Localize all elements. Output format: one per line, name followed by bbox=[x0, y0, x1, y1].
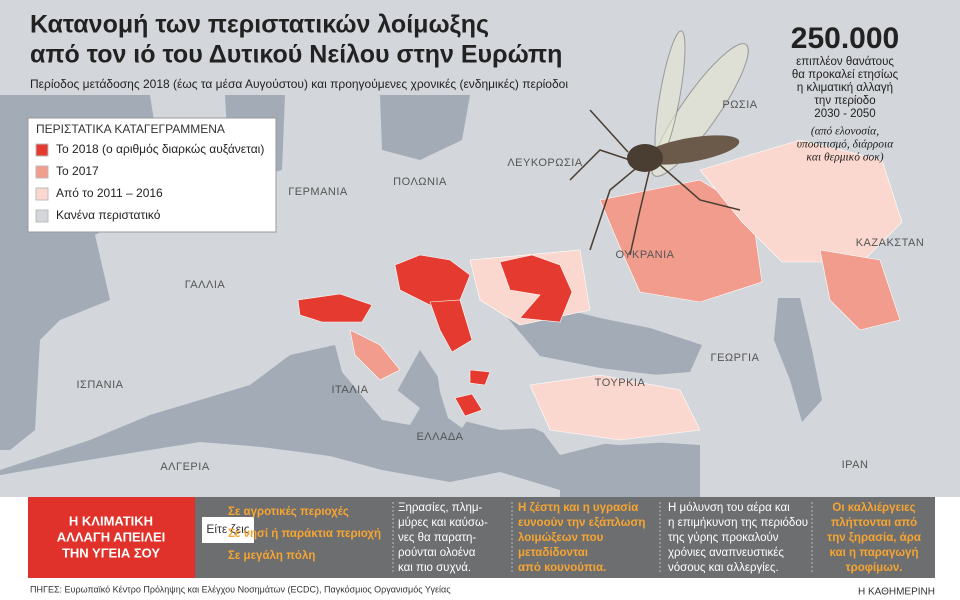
callout-number: 250.000 bbox=[791, 22, 899, 55]
panel-line: ρούνται ολοένα bbox=[398, 547, 476, 559]
legend-swatch bbox=[35, 143, 49, 157]
title-block: Κατανομή των περιστατικών λοίμωξης από τ… bbox=[30, 11, 568, 92]
callout-line: επιπλέον θανάτους bbox=[796, 56, 894, 68]
legend-label: Από το 2011 – 2016 bbox=[56, 186, 163, 200]
callout-note: υποσιτισμό, διάρροια bbox=[797, 139, 894, 151]
banner-headline: ΤΗΝ ΥΓΕΙΑ ΣΟΥ bbox=[62, 545, 160, 560]
country-label: ΓΕΩΡΓΙΑ bbox=[711, 352, 760, 364]
option: Σε αγροτικές περιοχές bbox=[228, 506, 349, 518]
sources: ΠΗΓΕΣ: Ευρωπαϊκό Κέντρο Πρόληψης και Ελέ… bbox=[30, 584, 451, 594]
region bbox=[469, 369, 491, 386]
black-sea bbox=[505, 308, 702, 376]
panel-line: την ξηρασία, άρα bbox=[827, 532, 921, 544]
country-label: ΙΡΑΝ bbox=[842, 459, 869, 471]
region bbox=[529, 374, 701, 441]
panel-line: η επιμήκυνση της περιόδου bbox=[668, 517, 808, 529]
callout-line: η κλιματική αλλαγή bbox=[797, 82, 893, 94]
banner-headline: Η ΚΛΙΜΑΤΙΚΗ bbox=[69, 513, 153, 528]
panel-line: χρόνιες αναπνευστικές bbox=[668, 547, 784, 559]
country-label: ΕΛΛΑΔΑ bbox=[416, 431, 463, 443]
title: από τον ιό του Δυτικού Νείλου στην Ευρώπ… bbox=[30, 41, 562, 69]
panel-line: και η παραγωγή bbox=[830, 547, 919, 559]
mosquito bbox=[569, 30, 749, 256]
italy bbox=[335, 338, 420, 425]
banner-headline: ΑΛΛΑΓΗ ΑΠΕΙΛΕΙ bbox=[57, 529, 165, 544]
panel-line: μύρες και καύσω- bbox=[398, 517, 488, 529]
dividers bbox=[392, 502, 813, 574]
panel-line: νες θα παρατη- bbox=[398, 532, 476, 544]
region bbox=[394, 254, 471, 306]
africa bbox=[0, 442, 560, 497]
option: Σε μεγάλη πόλη bbox=[228, 550, 315, 562]
region bbox=[429, 299, 473, 353]
option: Σε νησί ή παράκτια περιοχή bbox=[228, 528, 381, 540]
callout-line: την περίοδο bbox=[814, 95, 875, 107]
country-label: ΤΟΥΡΚΙΑ bbox=[595, 377, 646, 389]
banner-headline-box bbox=[28, 497, 195, 578]
country-label: ΙΤΑΛΙΑ bbox=[331, 384, 368, 396]
country-label: ΓΑΛΛΙΑ bbox=[185, 279, 226, 291]
baltic bbox=[380, 95, 470, 160]
callout-line: 2030 - 2050 bbox=[814, 108, 875, 120]
region bbox=[454, 393, 483, 417]
thorax bbox=[627, 144, 663, 172]
callout-line: θα προκαλεί ετησίως bbox=[792, 69, 899, 81]
callout-note: και θερμικό σοκ) bbox=[806, 152, 883, 164]
region bbox=[499, 254, 573, 323]
panel-line: της γύρης προκαλούν bbox=[668, 532, 779, 544]
legend-swatch bbox=[35, 187, 49, 201]
title: Κατανομή των περιστατικών λοίμωξης bbox=[30, 11, 489, 39]
panel-line: Ξηρασίες, πλημ- bbox=[398, 502, 482, 514]
panel-line: πλήττονται από bbox=[831, 517, 917, 529]
subtitle: Περίοδος μετάδοσης 2018 (έως τα μέσα Αυγ… bbox=[30, 77, 568, 91]
region bbox=[819, 249, 901, 331]
country-label: ΓΕΡΜΑΝΙΑ bbox=[288, 186, 348, 198]
region bbox=[349, 329, 401, 381]
prompt: Είτε ζεις bbox=[206, 522, 249, 536]
country-label: ΚΑΖΑΚΣΤΑΝ bbox=[856, 237, 925, 249]
country-label: ΛΕΥΚΟΡΩΣΙΑ bbox=[507, 157, 582, 169]
panel-line: Η μόλυνση του αέρα και bbox=[668, 502, 790, 514]
panel-line: τροφίμων. bbox=[845, 562, 902, 574]
legend-title: ΠΕΡΙΣΤΑΤΙΚΑ ΚΑΤΑΓΕΓΡΑΜΜΕΝΑ bbox=[36, 122, 225, 136]
panel-line: Η ζέστη και η υγρασία bbox=[518, 502, 638, 514]
country-label: ΟΥΚΡΑΝΙΑ bbox=[615, 249, 674, 261]
brand: Η ΚΑΘΗΜΕΡΙΝΗ bbox=[858, 587, 935, 598]
callout-note: (από ελονοσία, bbox=[811, 126, 879, 138]
prompt-box bbox=[202, 517, 254, 543]
region bbox=[297, 293, 373, 323]
panel-line: από κουνούπια. bbox=[518, 562, 606, 574]
panel-line: Οι καλλιέργειες bbox=[832, 502, 915, 514]
country-label: ΙΣΠΑΝΙΑ bbox=[77, 379, 124, 391]
panel-line: μεταδίδονται bbox=[518, 547, 588, 559]
caspian bbox=[774, 298, 822, 422]
legend-box bbox=[27, 117, 277, 233]
panel-line: λοιμώξεων που bbox=[518, 532, 604, 544]
panel-line: ευνοούν την εξάπλωση bbox=[518, 517, 645, 529]
abdomen bbox=[640, 135, 740, 165]
legend-swatch bbox=[35, 209, 49, 223]
country-label: ΡΩΣΙΑ bbox=[722, 99, 757, 111]
legend-label: Κανένα περιστατικό bbox=[56, 208, 161, 222]
legend-label: Το 2017 bbox=[56, 164, 99, 178]
panel-line: και πιο συχνά. bbox=[398, 562, 471, 574]
country-label: ΑΛΓΕΡΙΑ bbox=[160, 461, 209, 473]
legend-label: Το 2018 (ο αριθμός διαρκώς αυξάνεται) bbox=[56, 142, 264, 156]
country-label: ΠΟΛΩΝΙΑ bbox=[393, 176, 447, 188]
legs bbox=[569, 109, 741, 256]
region bbox=[699, 139, 903, 263]
panel-line: νόσους και αλλεργίες. bbox=[668, 562, 779, 574]
legend-swatch bbox=[35, 165, 49, 179]
